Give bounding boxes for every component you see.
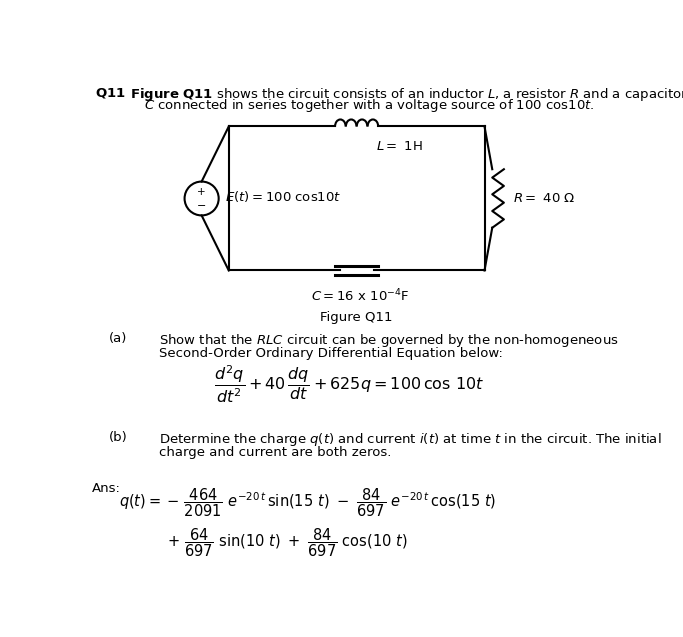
Text: $\bf{Figure\ Q11}$ shows the circuit consists of an inductor $L$, a resistor $R$: $\bf{Figure\ Q11}$ shows the circuit con… [130,86,683,103]
Text: +: + [197,187,206,197]
Text: Determine the charge $q(t)$ and current $i(t)$ at time $t$ in the circuit. The i: Determine the charge $q(t)$ and current … [159,431,662,448]
Text: charge and current are both zeros.: charge and current are both zeros. [159,446,391,459]
Text: $C = 16$ x $10^{-4}$F: $C = 16$ x $10^{-4}$F [311,287,410,304]
Text: $R=$ 40 Ω: $R=$ 40 Ω [513,192,576,205]
Text: $E(t)=100$ cos10$t$: $E(t)=100$ cos10$t$ [225,189,342,204]
Text: $\dfrac{d^2q}{dt^2} + 40\,\dfrac{dq}{dt} + 625q = 100\,\cos\,10t$: $\dfrac{d^2q}{dt^2} + 40\,\dfrac{dq}{dt}… [214,364,485,405]
Text: $+\ \dfrac{64}{697}\ \sin(10\ t)\ +\ \dfrac{84}{697}\ \cos(10\ t)$: $+\ \dfrac{64}{697}\ \sin(10\ t)\ +\ \df… [167,526,408,559]
Text: (a): (a) [109,332,127,345]
Text: $L=$ 1H: $L=$ 1H [376,140,423,154]
Text: −: − [197,201,206,211]
Text: Ans:: Ans: [92,482,120,495]
Text: Show that the $RLC$ circuit can be governed by the non-homogeneous: Show that the $RLC$ circuit can be gover… [159,332,619,349]
Text: $\mathbf{Q11}$: $\mathbf{Q11}$ [96,86,126,99]
Text: (b): (b) [109,431,127,443]
Text: $q(t) = -\,\dfrac{464}{2091}\ e^{-20\,t}\,\sin(15\ t)\ -\ \dfrac{84}{697}\ e^{-2: $q(t) = -\,\dfrac{464}{2091}\ e^{-20\,t}… [119,486,496,519]
Text: Second-Order Ordinary Differential Equation below:: Second-Order Ordinary Differential Equat… [159,347,503,361]
Text: $C$ connected in series together with a voltage source of 100 cos10$t$.: $C$ connected in series together with a … [144,97,595,114]
Text: Figure Q11: Figure Q11 [320,310,393,324]
